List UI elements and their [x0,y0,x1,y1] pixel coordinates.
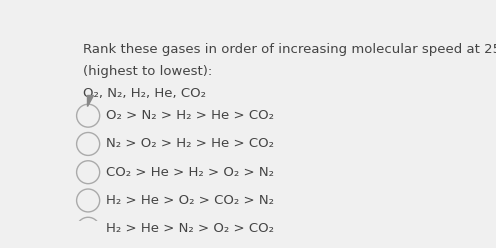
Text: H₂ > He > O₂ > CO₂ > N₂: H₂ > He > O₂ > CO₂ > N₂ [106,194,274,207]
Text: (highest to lowest):: (highest to lowest): [83,65,212,78]
Text: O₂ > N₂ > H₂ > He > CO₂: O₂ > N₂ > H₂ > He > CO₂ [106,109,274,122]
Polygon shape [87,94,93,106]
Text: H₂ > He > N₂ > O₂ > CO₂: H₂ > He > N₂ > O₂ > CO₂ [106,222,274,235]
Text: Rank these gases in order of increasing molecular speed at 25°C: Rank these gases in order of increasing … [83,43,496,56]
Text: O₂, N₂, H₂, He, CO₂: O₂, N₂, H₂, He, CO₂ [83,87,206,100]
Text: CO₂ > He > H₂ > O₂ > N₂: CO₂ > He > H₂ > O₂ > N₂ [106,166,274,179]
Text: N₂ > O₂ > H₂ > He > CO₂: N₂ > O₂ > H₂ > He > CO₂ [106,137,274,151]
